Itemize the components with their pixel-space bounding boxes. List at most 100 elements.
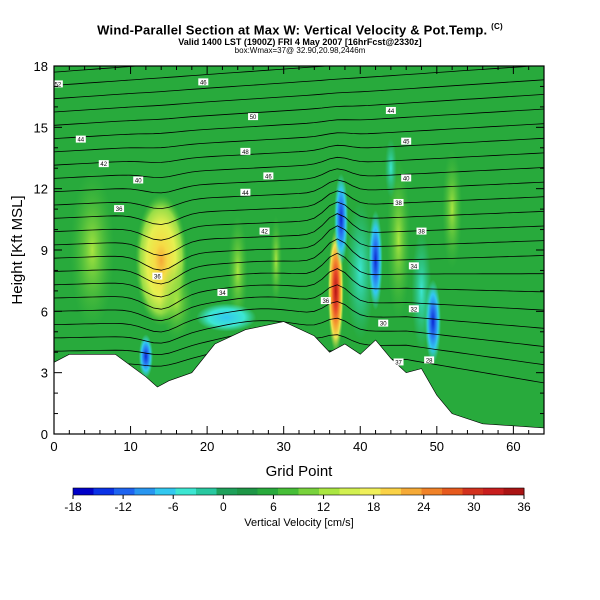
- chart-title-mark: (C): [491, 22, 503, 31]
- svg-text:36: 36: [322, 299, 329, 305]
- colorbar-swatch: [155, 488, 176, 495]
- isentrope-label: 44: [240, 188, 251, 197]
- field-light-mid2: [270, 215, 283, 306]
- isentrope-label: 36: [320, 297, 331, 305]
- colorbar-frame: [72, 487, 525, 496]
- colorbar-swatch: [442, 488, 463, 495]
- isentrope-line: [54, 108, 544, 139]
- colorbar-swatch: [114, 488, 135, 495]
- colorbar-tick-label: 12: [317, 500, 331, 514]
- colorbar-swatch: [483, 488, 504, 495]
- colorbar-swatch: [278, 488, 299, 495]
- isentrope-line: [54, 123, 544, 153]
- svg-text:46: 46: [265, 174, 272, 180]
- isentrope-label: 32: [408, 305, 419, 313]
- y-axis-title: Height [Kft MSL]: [9, 195, 26, 304]
- colorbar-tick-label: 36: [517, 500, 531, 514]
- x-axis: 0 10 20 30 40 50 60: [50, 66, 545, 454]
- isentrope-label: 37: [393, 358, 404, 366]
- isentrope-line: [54, 225, 544, 271]
- chart-title: Wind-Parallel Section at Max W: Vertical…: [0, 22, 600, 37]
- velocity-field: [70, 138, 463, 379]
- isentrope-label: 30: [378, 319, 389, 328]
- y-tick-label: 6: [41, 304, 48, 319]
- isentrope-line: [54, 66, 538, 100]
- downdraft-low-left: [138, 334, 153, 379]
- isentrope-line: [54, 94, 544, 126]
- field-light-left: [70, 170, 115, 330]
- isentrope-label: 44: [75, 135, 86, 144]
- isentrope-line: [54, 201, 544, 241]
- isentrope-label: 38: [416, 227, 427, 236]
- svg-text:44: 44: [77, 138, 84, 144]
- isentrope-line: [54, 238, 544, 285]
- field-teal-right: [346, 200, 375, 341]
- isentrope-label: 42: [98, 160, 109, 168]
- colorbar-swatch: [134, 488, 156, 495]
- svg-text:36: 36: [154, 275, 161, 281]
- colorbar-swatch: [93, 488, 115, 495]
- isentrope-labels: 52 46 44 50 42 48 40 46 36 44 42 36 34 36 44 45 40 38 38 34…: [54, 78, 435, 366]
- colorbar-tick-label: 24: [417, 500, 431, 514]
- x-axis-title: Grid Point: [266, 463, 334, 480]
- isentrope-line: [54, 301, 544, 333]
- field-light-right: [386, 159, 411, 320]
- isentrope-line: [54, 268, 544, 310]
- isentrope-line: [54, 317, 544, 347]
- isentrope-contours: [54, 66, 544, 384]
- svg-text:52: 52: [54, 82, 61, 88]
- isentrope-line: [54, 167, 544, 194]
- field-teal-upper: [384, 138, 397, 199]
- isentrope-label: 36: [114, 205, 125, 213]
- isentrope-label: 46: [263, 172, 274, 180]
- colorbar-tick-label: 30: [467, 500, 481, 514]
- x-tick-label: 40: [353, 439, 367, 454]
- colorbar-tick-label: -18: [64, 500, 82, 514]
- isentrope-label: 40: [401, 174, 412, 182]
- colorbar-swatch: [237, 488, 258, 495]
- isentrope-line: [54, 190, 544, 225]
- isentrope-label: 34: [217, 288, 228, 297]
- colorbar-swatch: [380, 488, 402, 495]
- svg-text:45: 45: [403, 140, 410, 146]
- colorbar-swatch: [421, 488, 443, 495]
- x-tick-label: 10: [123, 439, 137, 454]
- isentrope-line: [54, 79, 544, 113]
- svg-text:50: 50: [250, 115, 257, 121]
- colorbar-tick-label: -12: [114, 500, 132, 514]
- isentrope-label: 44: [385, 106, 396, 115]
- isentrope-label: 46: [198, 78, 209, 86]
- x-tick-label: 50: [430, 439, 444, 454]
- colorbar-tick-label: -6: [168, 500, 179, 514]
- colorbar-swatch: [257, 488, 279, 495]
- colorbar-swatch: [319, 488, 340, 495]
- downdraft-upper: [334, 173, 349, 266]
- colorbar-tick-label: 6: [270, 500, 277, 514]
- svg-text:48: 48: [242, 150, 249, 156]
- isentrope-label: 48: [240, 147, 251, 156]
- terrain-mask: [54, 321, 544, 434]
- colorbar-swatch: [298, 488, 320, 495]
- y-tick-label: 3: [41, 366, 48, 381]
- svg-text:32: 32: [411, 307, 418, 313]
- isentrope-label: 28: [424, 356, 435, 364]
- svg-text:34: 34: [411, 264, 418, 270]
- svg-text:30: 30: [380, 322, 387, 328]
- svg-text:44: 44: [242, 191, 249, 197]
- svg-text:40: 40: [403, 176, 410, 182]
- isentrope-line: [54, 284, 544, 322]
- chart-subtitle-box-info: box:Wmax=37@ 32.90,20.98,2446m: [234, 46, 366, 55]
- svg-text:34: 34: [219, 291, 226, 297]
- isentrope-line: [54, 213, 544, 257]
- chart-title-text: Wind-Parallel Section at Max W: Vertical…: [97, 22, 488, 38]
- isentrope-label: 45: [401, 137, 412, 146]
- svg-text:40: 40: [135, 178, 142, 184]
- isentrope-label: 40: [133, 176, 144, 184]
- svg-text:37: 37: [395, 360, 402, 366]
- isentrope-line: [54, 152, 544, 179]
- x-tick-label: 30: [276, 439, 290, 454]
- isentrope-line: [54, 252, 544, 298]
- svg-text:28: 28: [426, 358, 433, 364]
- svg-text:42: 42: [261, 230, 268, 236]
- isentrope-label: 34: [408, 262, 419, 270]
